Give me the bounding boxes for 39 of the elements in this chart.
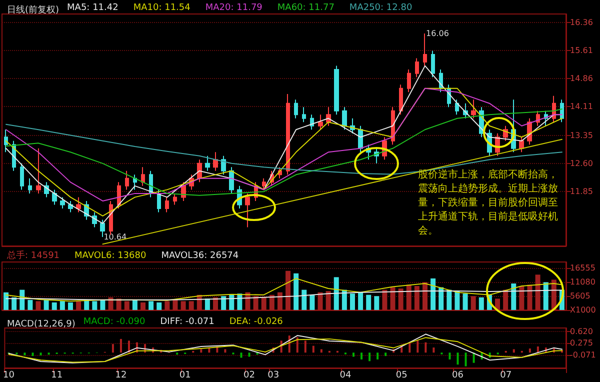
x-tick-label: 01	[179, 370, 191, 380]
x-tick-label: 12	[115, 370, 127, 380]
y-tick-label: 14.11	[570, 102, 593, 112]
series-label: DEA: -0.026	[229, 317, 284, 327]
y-tick-label: 11.85	[570, 187, 593, 196]
text: MA250: 12.80	[349, 3, 412, 13]
y-tick-label: 0.620	[570, 326, 593, 336]
x-tick-label: 04	[340, 370, 352, 380]
y-tick-label: 12.60	[570, 158, 593, 168]
y-tick-label: 15.61	[570, 46, 593, 55]
y-tick-label: 16.36	[570, 18, 593, 27]
x-tick-label: 02	[244, 370, 255, 380]
y-tick-label: X1000	[570, 306, 596, 314]
text: MA20: 11.79	[205, 3, 263, 13]
y-tick-label: 14.86	[570, 74, 593, 84]
y-tick-label: 5605	[570, 291, 590, 300]
annotation: 16.06	[426, 29, 449, 38]
text: MA5: 11.42	[67, 3, 118, 13]
series-label: MACD: -0.090	[83, 317, 146, 327]
text: MAVOL6: 13680	[74, 251, 146, 261]
x-tick-label: 11	[51, 370, 63, 380]
chart-title: 日线(前复权)	[7, 4, 60, 16]
text: 总手: 14591	[6, 250, 60, 261]
text: DIFF: -0.071	[160, 317, 214, 327]
text: MA60: 11.77	[277, 3, 334, 13]
y-tick-label: -0.071	[570, 350, 596, 360]
chart-title: MACD(12,26,9)	[7, 320, 76, 330]
y-tick-label: 13.35	[570, 130, 593, 140]
x-tick-label: 06	[452, 370, 464, 380]
y-tick-label: 0.275	[570, 338, 593, 348]
x-tick-label: 10	[2, 370, 15, 380]
text: MA10: 11.54	[133, 3, 191, 13]
x-tick-label: 03	[268, 370, 280, 380]
y-tick-label: 16555	[570, 264, 596, 273]
y-tick-label: 11080	[570, 278, 596, 287]
annotation: 10.64	[104, 232, 127, 242]
x-tick-label: 07	[500, 370, 512, 380]
text: MAVOL36: 26574	[161, 251, 239, 261]
x-tick-label: 05	[396, 370, 408, 380]
